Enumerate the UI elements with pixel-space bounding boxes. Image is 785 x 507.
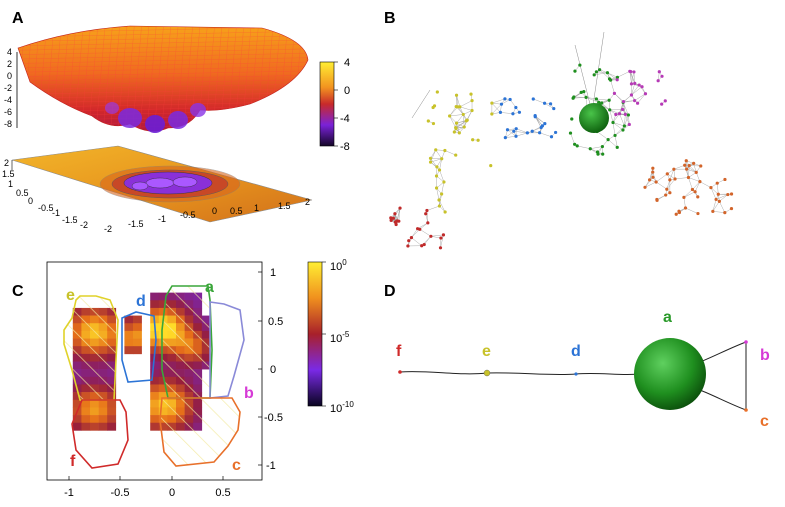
svg-text:-1: -1 <box>64 487 74 499</box>
node-c <box>744 408 748 412</box>
svg-text:-6: -6 <box>4 107 12 117</box>
node-label-f: f <box>396 343 402 360</box>
svg-text:10-10: 10-10 <box>330 400 354 415</box>
edge-e-d <box>486 372 577 376</box>
node-label-e: e <box>482 343 491 360</box>
node-label-c: c <box>760 413 769 430</box>
svg-text:-8: -8 <box>4 119 12 129</box>
region-a-outline <box>161 285 213 399</box>
region-label-c: c <box>232 457 241 474</box>
svg-text:10-5: 10-5 <box>330 330 350 345</box>
svg-text:-1.5: -1.5 <box>128 219 144 229</box>
edge-a-c <box>699 389 747 411</box>
region-c-outline <box>159 397 241 467</box>
svg-text:2: 2 <box>7 59 12 69</box>
svg-text:0: 0 <box>169 487 175 499</box>
svg-text:4: 4 <box>344 57 350 69</box>
svg-text:1: 1 <box>254 203 259 213</box>
svg-text:0: 0 <box>28 196 33 206</box>
panel-c-y-axis: 1 0.5 0 -0.5 -1 <box>258 267 283 472</box>
node-d <box>574 372 578 376</box>
svg-text:0: 0 <box>7 71 12 81</box>
svg-text:0: 0 <box>270 364 276 376</box>
svg-text:1.5: 1.5 <box>278 201 291 211</box>
region-label-b: b <box>244 385 254 402</box>
svg-text:-4: -4 <box>4 95 12 105</box>
panel-a-z-axis: 4 2 0 -2 -4 -6 -8 <box>4 47 18 129</box>
panel-letter-a: A <box>12 10 24 27</box>
panel-b-hub-sphere <box>579 103 609 133</box>
edge-f-e <box>399 371 488 375</box>
edge-a-b <box>699 341 747 363</box>
panel-a-plane-y-ticks: 2 1.5 1 0.5 0 -0.5 -1 -1.5 -2 <box>2 158 88 230</box>
node-b <box>744 340 748 344</box>
panel-a-contour-plane <box>11 145 313 223</box>
svg-text:-1: -1 <box>158 214 166 224</box>
svg-text:0: 0 <box>212 206 217 216</box>
node-f <box>398 370 402 374</box>
svg-text:-1: -1 <box>52 208 60 218</box>
svg-text:-1.5: -1.5 <box>62 215 78 225</box>
region-d-outline <box>121 311 157 383</box>
panel-a-surface <box>17 25 309 133</box>
svg-text:-2: -2 <box>80 220 88 230</box>
svg-text:-1: -1 <box>266 460 276 472</box>
svg-text:2: 2 <box>4 158 9 168</box>
panel-letter-b: B <box>384 10 396 27</box>
svg-text:0.5: 0.5 <box>215 487 230 499</box>
svg-text:-4: -4 <box>340 113 350 125</box>
region-label-f: f <box>70 453 76 470</box>
panel-a-plane-x-ticks: -2 -1.5 -1 -0.5 0 0.5 1 1.5 2 <box>104 197 310 234</box>
svg-text:-0.5: -0.5 <box>38 203 54 213</box>
svg-text:1.5: 1.5 <box>2 169 15 179</box>
region-label-e: e <box>66 287 75 304</box>
panel-a-colorbar: 4 0 -4 -8 <box>319 57 350 153</box>
panel-letter-d: D <box>384 283 396 300</box>
svg-text:1: 1 <box>8 179 13 189</box>
svg-text:0: 0 <box>344 85 350 97</box>
svg-text:-0.5: -0.5 <box>111 487 130 499</box>
svg-text:0.5: 0.5 <box>16 188 29 198</box>
panel-c-colorbar: 100 10-5 10-10 <box>307 258 354 415</box>
panel-letter-c: C <box>12 283 24 300</box>
node-a-sphere <box>634 338 706 410</box>
svg-text:-2: -2 <box>4 83 12 93</box>
svg-text:2: 2 <box>305 197 310 207</box>
region-label-a: a <box>205 279 214 296</box>
node-label-d: d <box>571 343 581 360</box>
node-label-b: b <box>760 347 770 364</box>
svg-text:4: 4 <box>7 47 12 57</box>
panel-d-graph: f e d a b c <box>396 309 770 430</box>
svg-text:-2: -2 <box>104 224 112 234</box>
panel-c-x-axis: -1 -0.5 0 0.5 <box>64 476 231 499</box>
svg-text:0.5: 0.5 <box>230 206 243 216</box>
node-e <box>483 369 491 377</box>
svg-text:1: 1 <box>270 267 276 279</box>
svg-text:-0.5: -0.5 <box>264 412 283 424</box>
region-f-outline <box>71 399 129 469</box>
node-label-a: a <box>663 309 672 326</box>
svg-text:0.5: 0.5 <box>268 316 283 328</box>
region-label-d: d <box>136 293 146 310</box>
svg-text:-8: -8 <box>340 141 350 153</box>
edge-d-a <box>575 372 641 376</box>
panel-b-network <box>389 31 734 250</box>
svg-text:-0.5: -0.5 <box>180 210 196 220</box>
svg-text:100: 100 <box>330 258 347 273</box>
panel-c-heatmap: a b c d e f -1 -0.5 0 0.5 1 0.5 0 -0.5 <box>46 261 283 499</box>
